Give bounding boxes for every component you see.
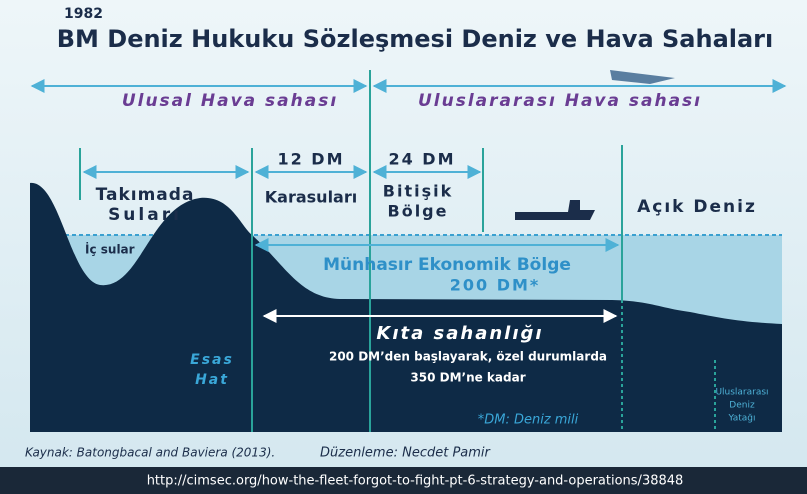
zone-label: Suları (108, 205, 182, 225)
zone-label: Takımada (96, 185, 195, 205)
zone-label: Münhasır Ekonomik Bölge (323, 255, 571, 275)
zone-label: Bitişik (383, 182, 453, 201)
diagram: 1982 BM Deniz Hukuku Sözleşmesi Deniz ve… (0, 0, 807, 494)
editor: Düzenleme: Necdet Pamir (320, 446, 492, 461)
source: Kaynak: Batongbacal and Baviera (2013). (25, 446, 275, 460)
distance-label: 24 DM (388, 150, 455, 169)
airspace-label: Uluslararası Hava sahası (418, 91, 702, 111)
seabed-label: Yatağı (727, 414, 755, 424)
seabed-label: Uluslararası (715, 388, 768, 398)
distance-label: 12 DM (277, 150, 344, 169)
zone-label: Açık Deniz (637, 197, 757, 217)
year: 1982 (64, 6, 103, 22)
zone-label: İç sular (85, 242, 135, 257)
title: BM Deniz Hukuku Sözleşmesi Deniz ve Hava… (57, 25, 774, 53)
zone-label: Bölge (388, 202, 449, 221)
zone-label: Kıta sahanlığı (376, 323, 543, 344)
shelf-note: 200 DM’den başlayarak, özel durumlarda (329, 350, 607, 364)
zone-label: Karasuları (265, 188, 357, 207)
url: http://cimsec.org/how-the-fleet-forgot-t… (147, 474, 684, 489)
airspace-label: Ulusal Hava sahası (122, 91, 338, 111)
seabed-label: Deniz (729, 401, 755, 411)
baseline-label: Hat (195, 372, 229, 388)
shelf-note: 350 DM’ne kadar (410, 371, 525, 385)
zone-label: 200 DM* (450, 276, 541, 295)
footnote: *DM: Deniz mili (478, 413, 579, 428)
baseline-label: Esas (190, 352, 234, 368)
